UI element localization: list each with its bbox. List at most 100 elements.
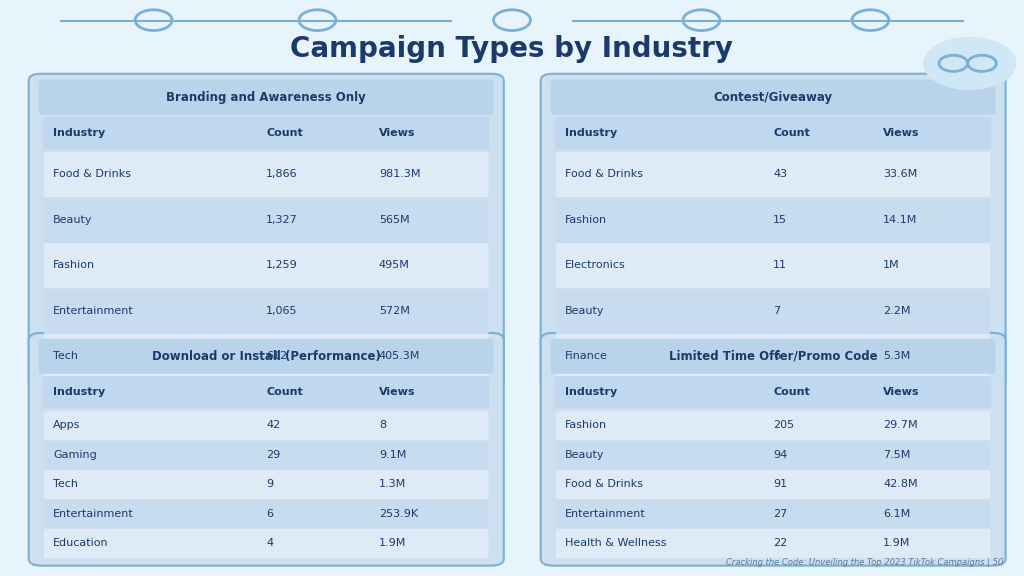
Text: Entertainment: Entertainment (53, 509, 134, 518)
FancyBboxPatch shape (29, 74, 504, 387)
Text: 8: 8 (379, 420, 386, 430)
FancyBboxPatch shape (43, 117, 489, 149)
Text: Views: Views (883, 128, 920, 138)
Text: Cracking the Code: Unveiling the Top 2023 TikTok Campaigns | 50: Cracking the Code: Unveiling the Top 202… (726, 558, 1004, 567)
Text: 572M: 572M (379, 306, 410, 316)
Text: 1.9M: 1.9M (883, 538, 910, 548)
FancyBboxPatch shape (44, 470, 488, 499)
Text: Food & Drinks: Food & Drinks (565, 169, 643, 179)
FancyBboxPatch shape (39, 79, 494, 115)
FancyBboxPatch shape (44, 243, 488, 289)
Text: 565M: 565M (379, 215, 410, 225)
Text: Entertainment: Entertainment (53, 306, 134, 316)
Text: Count: Count (266, 387, 303, 397)
FancyBboxPatch shape (556, 152, 990, 198)
Text: Beauty: Beauty (565, 306, 605, 316)
Text: 14.1M: 14.1M (883, 215, 918, 225)
Text: 1.3M: 1.3M (379, 479, 407, 489)
FancyBboxPatch shape (556, 289, 990, 334)
Text: 22: 22 (773, 538, 787, 548)
Text: 9: 9 (266, 479, 273, 489)
FancyBboxPatch shape (556, 499, 990, 529)
Text: Count: Count (773, 128, 810, 138)
Text: Fashion: Fashion (565, 420, 607, 430)
FancyBboxPatch shape (556, 470, 990, 499)
FancyBboxPatch shape (44, 411, 488, 441)
Text: 11: 11 (773, 260, 787, 270)
FancyBboxPatch shape (541, 333, 1006, 566)
Text: Campaign Types by Industry: Campaign Types by Industry (291, 35, 733, 63)
Text: Count: Count (266, 128, 303, 138)
FancyBboxPatch shape (541, 74, 1006, 387)
Text: 6: 6 (773, 351, 780, 361)
FancyBboxPatch shape (555, 376, 991, 408)
Text: Food & Drinks: Food & Drinks (53, 169, 131, 179)
FancyBboxPatch shape (555, 117, 991, 149)
Text: 1,259: 1,259 (266, 260, 298, 270)
Text: 5.3M: 5.3M (883, 351, 910, 361)
Text: Count: Count (773, 387, 810, 397)
Text: 981.3M: 981.3M (379, 169, 421, 179)
Text: Fashion: Fashion (53, 260, 95, 270)
Text: 29.7M: 29.7M (883, 420, 918, 430)
Text: 15: 15 (773, 215, 787, 225)
Text: Industry: Industry (53, 387, 105, 397)
Text: 495M: 495M (379, 260, 410, 270)
Circle shape (924, 37, 1016, 89)
Text: 94: 94 (773, 450, 787, 460)
Text: Download or Install (Performance): Download or Install (Performance) (152, 350, 381, 363)
FancyBboxPatch shape (44, 152, 488, 198)
Text: 42.8M: 42.8M (883, 479, 918, 489)
FancyBboxPatch shape (44, 499, 488, 529)
Text: 1,327: 1,327 (266, 215, 298, 225)
Text: 4: 4 (266, 538, 273, 548)
Text: Gaming: Gaming (53, 450, 97, 460)
FancyBboxPatch shape (556, 198, 990, 243)
Text: Industry: Industry (565, 128, 617, 138)
Text: Views: Views (379, 387, 416, 397)
Text: Fashion: Fashion (565, 215, 607, 225)
Text: 1,866: 1,866 (266, 169, 298, 179)
Text: 405.3M: 405.3M (379, 351, 420, 361)
FancyBboxPatch shape (556, 411, 990, 441)
Text: Branding and Awareness Only: Branding and Awareness Only (166, 90, 367, 104)
Text: 2.2M: 2.2M (883, 306, 910, 316)
Text: Tech: Tech (53, 479, 78, 489)
Text: Industry: Industry (53, 128, 105, 138)
FancyBboxPatch shape (44, 289, 488, 334)
Text: Industry: Industry (565, 387, 617, 397)
FancyBboxPatch shape (556, 243, 990, 289)
Text: 33.6M: 33.6M (883, 169, 918, 179)
FancyBboxPatch shape (44, 529, 488, 558)
FancyBboxPatch shape (44, 198, 488, 243)
Text: 91: 91 (773, 479, 787, 489)
Text: 29: 29 (266, 450, 281, 460)
Text: 7.5M: 7.5M (883, 450, 910, 460)
Text: Contest/Giveaway: Contest/Giveaway (714, 90, 833, 104)
Text: Views: Views (883, 387, 920, 397)
Text: Apps: Apps (53, 420, 81, 430)
Text: 612: 612 (266, 351, 288, 361)
Text: 205: 205 (773, 420, 795, 430)
Text: 42: 42 (266, 420, 281, 430)
FancyBboxPatch shape (556, 441, 990, 470)
FancyBboxPatch shape (551, 339, 995, 374)
Text: 1,065: 1,065 (266, 306, 298, 316)
Text: Beauty: Beauty (565, 450, 605, 460)
Text: Beauty: Beauty (53, 215, 93, 225)
Text: Health & Wellness: Health & Wellness (565, 538, 667, 548)
Text: 6: 6 (266, 509, 273, 518)
FancyBboxPatch shape (44, 334, 488, 380)
Text: Entertainment: Entertainment (565, 509, 646, 518)
Text: 1M: 1M (883, 260, 900, 270)
Text: Limited Time Offer/Promo Code: Limited Time Offer/Promo Code (669, 350, 878, 363)
Text: 7: 7 (773, 306, 780, 316)
FancyBboxPatch shape (29, 333, 504, 566)
FancyBboxPatch shape (39, 339, 494, 374)
FancyBboxPatch shape (551, 79, 995, 115)
Text: 1.9M: 1.9M (379, 538, 407, 548)
Text: 6.1M: 6.1M (883, 509, 910, 518)
Text: 43: 43 (773, 169, 787, 179)
Text: Tech: Tech (53, 351, 78, 361)
Text: 27: 27 (773, 509, 787, 518)
